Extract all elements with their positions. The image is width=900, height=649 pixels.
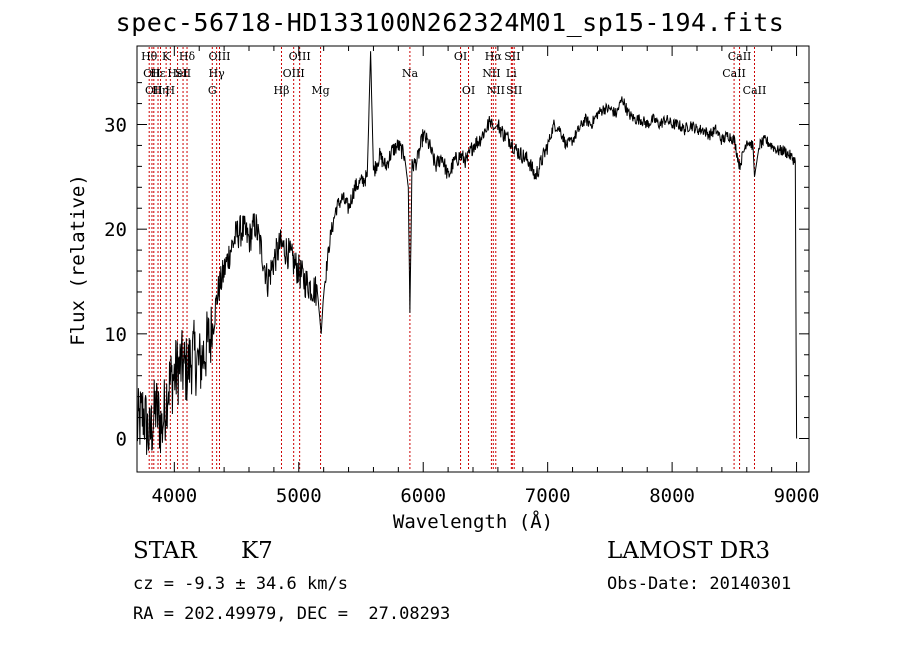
line-label: H — [166, 84, 176, 97]
y-tick-label: 20 — [104, 219, 127, 241]
x-tick-label: 6000 — [400, 485, 446, 507]
line-label: Hδ — [179, 50, 196, 63]
line-label: Hα — [485, 50, 503, 63]
line-label: OIII — [283, 67, 305, 80]
x-axis-label: Wavelength (Å) — [393, 510, 553, 533]
x-tick-label: 5000 — [276, 485, 322, 507]
object-class: STAR — [133, 538, 197, 564]
x-tick-label: 9000 — [774, 485, 820, 507]
line-label: HeI — [167, 67, 187, 80]
redshift-velocity: cz = -9.3 ± 34.6 km/s — [133, 574, 348, 594]
y-tick-label: 0 — [116, 429, 127, 451]
plot-frame — [136, 45, 810, 473]
line-label: NII — [482, 67, 500, 80]
line-labels: HθOIIOIIHεHηKHHeISIIHδGHγOIIIHβOIIIOIIIM… — [141, 50, 766, 97]
chart-title: spec-56718-HD133100N262324M01_sp15-194.f… — [115, 8, 785, 37]
line-label: OII — [145, 84, 163, 97]
axis-ticks: 4000 5000 6000 7000 8000 9000 0 10 20 30 — [104, 46, 819, 507]
observation-date: Obs-Date: 20140301 — [607, 574, 792, 594]
line-label: Hβ — [274, 84, 290, 97]
ra-dec: RA = 202.49979, DEC = 27.08293 — [133, 604, 451, 624]
line-label: OII — [143, 67, 161, 80]
line-label: OI — [454, 50, 467, 63]
line-label: CaII — [722, 67, 746, 80]
line-label: CaII — [728, 50, 752, 63]
spectrum-series — [136, 51, 798, 455]
line-label: NII — [487, 84, 505, 97]
line-label: OIII — [208, 50, 230, 63]
line-label: CaII — [743, 84, 767, 97]
line-label: K — [162, 50, 171, 63]
line-label: Hγ — [209, 67, 226, 80]
line-markers — [148, 47, 755, 471]
line-label: OIII — [289, 50, 311, 63]
line-label: SII — [175, 67, 191, 80]
line-label: Mg — [311, 84, 329, 97]
line-label: Hε — [150, 67, 166, 80]
x-tick-label: 7000 — [525, 485, 571, 507]
line-label: Hη — [152, 84, 168, 97]
line-label: SII — [506, 84, 522, 97]
spectrum-line — [136, 51, 798, 455]
survey-name: LAMOST DR3 — [607, 538, 771, 564]
line-label: SII — [504, 50, 520, 63]
line-label: Li — [506, 67, 517, 80]
y-tick-label: 30 — [104, 115, 127, 137]
x-tick-label: 4000 — [151, 485, 197, 507]
line-label: Hθ — [141, 50, 158, 63]
object-subclass: K7 — [241, 538, 273, 564]
line-label: Na — [402, 67, 419, 80]
x-tick-label: 8000 — [649, 485, 695, 507]
y-tick-label: 10 — [104, 324, 127, 346]
line-label: G — [208, 84, 217, 97]
y-axis-label: Flux (relative) — [67, 174, 89, 346]
line-label: OI — [462, 84, 475, 97]
